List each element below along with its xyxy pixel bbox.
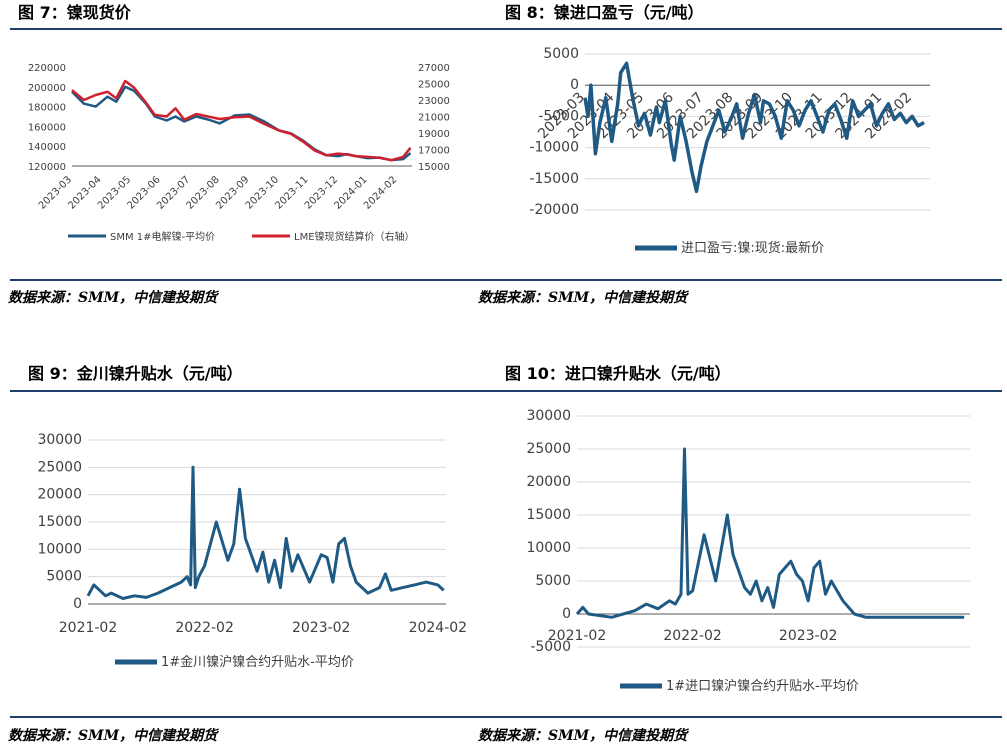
y-tick-label: 200000 [28, 83, 66, 94]
series-line-1 [575, 447, 965, 619]
y-tick-label: 20000 [37, 487, 82, 503]
chart-fig10: 30000 25000 20000 15000 10000 5000 0 -50002021-… [526, 408, 970, 694]
legend-label: 1#金川镍沪镍合约升贴水-平均价 [161, 654, 354, 670]
chart-fig9: 30000 25000 20000 15000 10000 5000 0 2021-02 202… [37, 432, 468, 670]
y-tick-label: 10000 [37, 541, 82, 557]
series-line-2 [71, 79, 412, 162]
y-tick-label: 5000 [543, 46, 579, 62]
y2-tick-label: 19000 [418, 129, 450, 140]
chart-title: 图 7：镍现货价 [18, 3, 131, 22]
legend-label: 1#进口镍沪镍合约升贴水-平均价 [666, 678, 859, 694]
y2-tick-label: 21000 [418, 113, 450, 124]
x-tick-label: 2021-02 [59, 620, 118, 636]
y-tick-label: -5000 [538, 108, 579, 124]
series-line-1 [86, 465, 445, 600]
y-tick-label: 15000 [37, 514, 82, 530]
x-tick-label: 2021-02 [548, 628, 607, 644]
y-tick-label: 25000 [37, 459, 82, 475]
y-tick-label: 30000 [526, 408, 571, 424]
y-tick-label: 30000 [37, 432, 82, 448]
x-tick-label: 2024-02 [362, 174, 399, 211]
y2-tick-label: 25000 [418, 80, 450, 91]
y-tick-label: -5000 [530, 639, 571, 655]
y-tick-label: 180000 [28, 103, 66, 114]
y2-tick-label: 17000 [418, 146, 450, 157]
data-source: 数据来源：SMM，中信建投期货 [478, 290, 688, 306]
legend-label: LME镍现货结算价（右轴） [294, 230, 415, 243]
y2-tick-label: 27000 [418, 63, 450, 74]
y-tick-label: 5000 [535, 573, 571, 589]
data-source: 数据来源：SMM，中信建投期货 [8, 728, 218, 744]
title-rule [505, 390, 1002, 392]
x-tick-label: 2024-02 [409, 620, 468, 636]
y-tick-label: 220000 [28, 63, 66, 74]
y-tick-label: 120000 [28, 162, 66, 173]
y-tick-label: -20000 [529, 202, 579, 218]
y-tick-label: 25000 [526, 441, 571, 457]
series-line-1 [583, 61, 925, 194]
chart-title: 图 10：进口镍升贴水（元/吨） [505, 364, 731, 383]
x-tick-label: 2023-02 [292, 620, 351, 636]
y-tick-label: 140000 [28, 142, 66, 153]
title-rule [505, 28, 1002, 30]
panel-fig10: 图 10：进口镍升贴水（元/吨） 30000 25000 20000 15000 100… [478, 360, 1007, 747]
panel-fig7: 图 7：镍现货价 120000 140000 160000 180000 200000 2… [0, 0, 505, 310]
title-rule [10, 390, 505, 392]
y-tick-label: 0 [570, 77, 579, 93]
chart-fig8: 50000-5000-10000-15000-200002023-032023-… [529, 46, 930, 256]
x-tick-label: 2022-02 [663, 628, 722, 644]
y-tick-label: 10000 [526, 540, 571, 556]
panel-fig9: 图 9：金川镍升贴水（元/吨） 30000 25000 20000 15000 1000… [0, 360, 505, 747]
chart-title: 图 9：金川镍升贴水（元/吨） [28, 364, 243, 383]
panel-fig8: 图 8：镍进口盈亏（元/吨） 5000 0 -5000 -10000 -15000 -20… [478, 0, 1007, 310]
x-tick-label: 2023-02 [779, 628, 838, 644]
y-tick-label: -15000 [529, 171, 579, 187]
y2-tick-label: 23000 [418, 96, 450, 107]
series-line-1 [71, 85, 412, 162]
y-tick-label: 160000 [28, 122, 66, 133]
x-tick-label: 2022-02 [175, 620, 234, 636]
chart-title: 图 8：镍进口盈亏（元/吨） [505, 3, 704, 22]
source-rule [505, 716, 1002, 718]
source-rule [10, 279, 505, 281]
legend-label: 进口盈亏:镍:现货:最新价 [681, 240, 824, 256]
y-tick-label: 20000 [526, 474, 571, 490]
y-tick-label: 0 [562, 606, 571, 622]
y-tick-label: 0 [73, 596, 82, 612]
data-source: 数据来源：SMM，中信建投期货 [8, 290, 218, 306]
title-rule [10, 28, 505, 30]
y-tick-label: 5000 [46, 569, 82, 585]
y-tick-label: 15000 [526, 507, 571, 523]
source-rule [505, 279, 1002, 281]
legend-label: SMM 1#电解镍-平均价 [110, 230, 215, 243]
source-rule [10, 716, 505, 718]
y2-tick-label: 15000 [418, 162, 450, 173]
data-source: 数据来源：SMM，中信建投期货 [478, 728, 688, 744]
y-tick-label: -10000 [529, 140, 579, 156]
chart-fig7: 120000 140000 160000 180000 200000 220000 1500… [28, 63, 450, 243]
